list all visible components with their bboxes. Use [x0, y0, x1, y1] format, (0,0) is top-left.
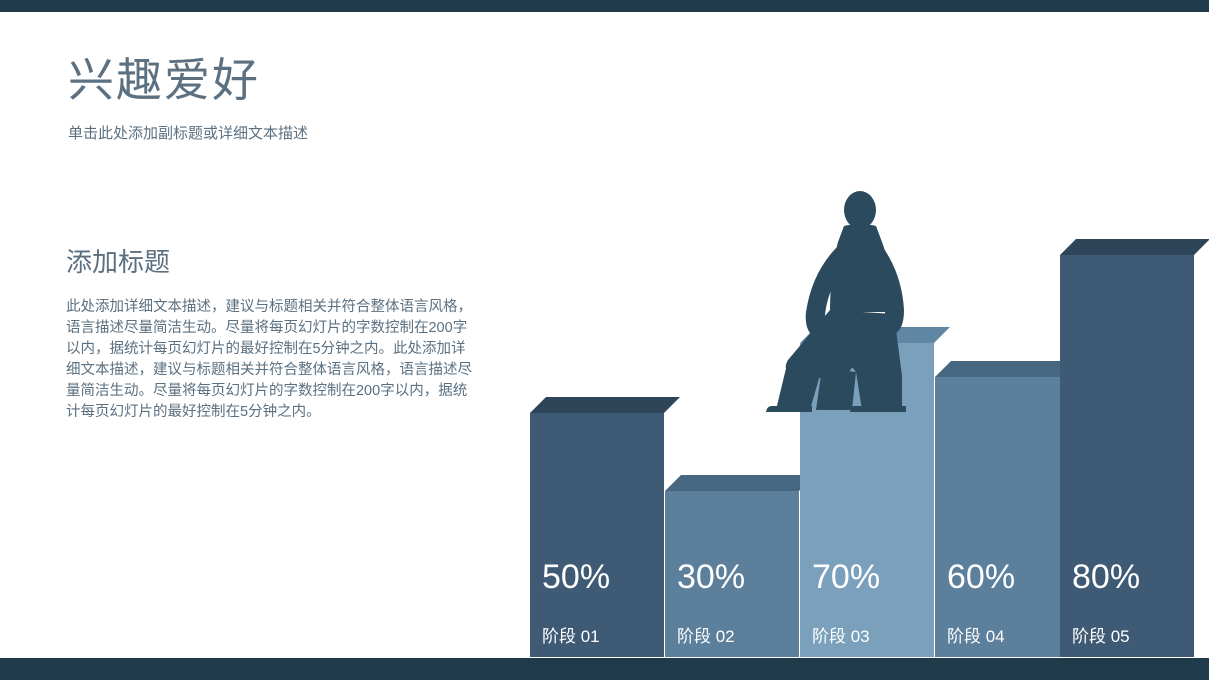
bar-stage-label: 阶段 02 — [677, 622, 735, 647]
top-bar — [0, 0, 1209, 12]
page-title: 兴趣爱好 — [68, 44, 308, 110]
body-text: 此处添加详细文本描述，建议与标题相关并符合整体语言风格，语言描述尽量简洁生动。尽… — [66, 297, 476, 423]
bar-chart: 50% 阶段 01 30% 阶段 02 70% 阶段 03 60% 阶段 04 80% 阶段 05 — [530, 182, 1209, 680]
bar-value-label: 70% — [812, 558, 880, 597]
bar-2: 30% 阶段 02 — [665, 475, 799, 657]
bar-value-label: 50% — [542, 558, 610, 597]
bar-5: 80% 阶段 05 — [1060, 239, 1194, 657]
title-block: 兴趣爱好 单击此处添加副标题或详细文本描述 — [68, 44, 308, 143]
bar-stage-label: 阶段 05 — [1072, 622, 1130, 647]
bar-1: 50% 阶段 01 — [530, 397, 664, 657]
bar-top — [1060, 239, 1209, 255]
bar-value-label: 80% — [1072, 558, 1140, 597]
sitting-person-icon — [752, 182, 972, 412]
body-heading: 添加标题 — [66, 242, 476, 279]
bar-stage-label: 阶段 03 — [812, 622, 870, 647]
slide: 兴趣爱好 单击此处添加副标题或详细文本描述 添加标题 此处添加详细文本描述，建议… — [0, 12, 1209, 680]
bar-value-label: 60% — [947, 558, 1015, 597]
bar-stage-label: 阶段 04 — [947, 622, 1005, 647]
body-block: 添加标题 此处添加详细文本描述，建议与标题相关并符合整体语言风格，语言描述尽量简… — [66, 242, 476, 423]
bottom-bar — [0, 658, 1209, 680]
bar-value-label: 30% — [677, 558, 745, 597]
page-subtitle: 单击此处添加副标题或详细文本描述 — [68, 122, 308, 143]
bar-front — [530, 413, 664, 657]
bar-top — [530, 397, 680, 413]
bar-front — [935, 377, 1069, 657]
bar-stage-label: 阶段 01 — [542, 622, 600, 647]
bar-top — [665, 475, 815, 491]
